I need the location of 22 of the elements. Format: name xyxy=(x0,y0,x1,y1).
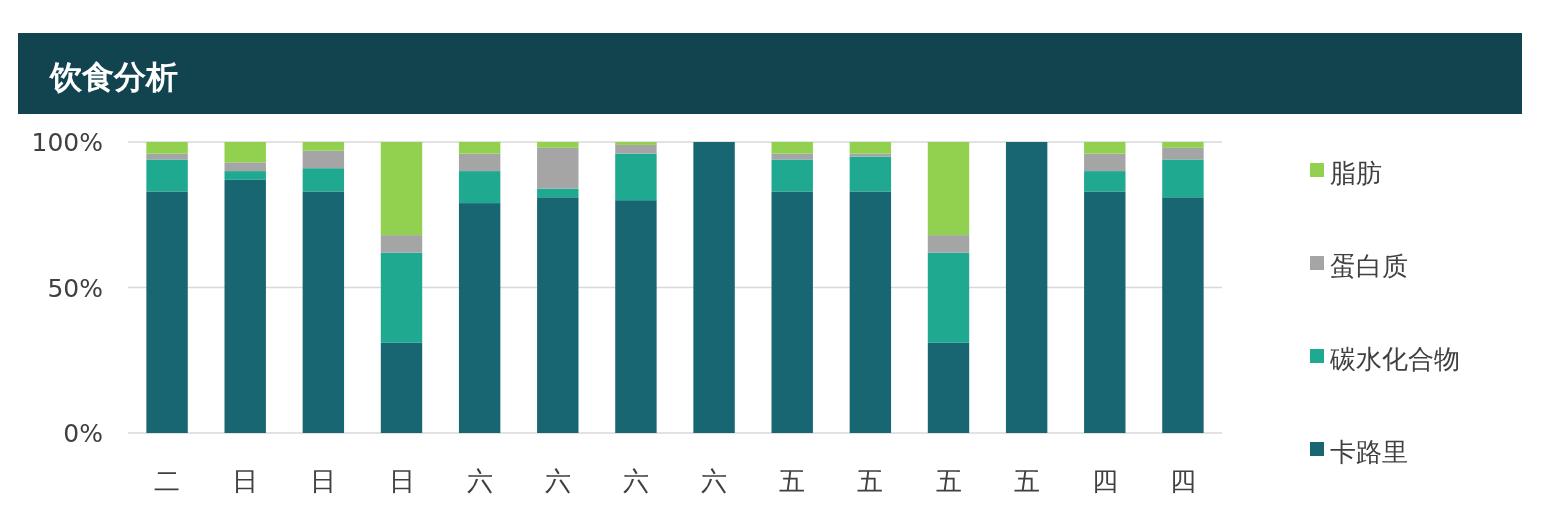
x-tick-label: 六 xyxy=(701,466,728,496)
legend-label: 碳水化合物 xyxy=(1329,344,1460,374)
x-tick-label: 六 xyxy=(544,466,571,496)
x-tick-label: 日 xyxy=(310,466,337,496)
y-tick-label: 0% xyxy=(63,419,103,448)
x-tick-label: 二 xyxy=(154,466,181,496)
x-tick-label: 六 xyxy=(466,466,493,496)
x-tick-label: 六 xyxy=(622,466,649,496)
legend-label: 卡路里 xyxy=(1330,437,1408,467)
legend-label: 蛋白质 xyxy=(1330,251,1408,281)
x-tick-label: 日 xyxy=(232,466,259,496)
x-tick-label: 五 xyxy=(779,466,806,496)
y-tick-label: 50% xyxy=(47,273,103,303)
x-tick-label: 日 xyxy=(388,466,415,496)
legend-label: 脂肪 xyxy=(1330,158,1382,188)
x-tick-label: 五 xyxy=(935,466,962,496)
x-tick-label: 五 xyxy=(857,466,884,496)
x-tick-label: 四 xyxy=(1169,466,1196,496)
title: 饮食分析 xyxy=(50,58,178,96)
x-tick-label: 五 xyxy=(1013,466,1040,496)
x-tick-label: 四 xyxy=(1091,466,1118,496)
y-tick-label: 100% xyxy=(31,128,103,157)
